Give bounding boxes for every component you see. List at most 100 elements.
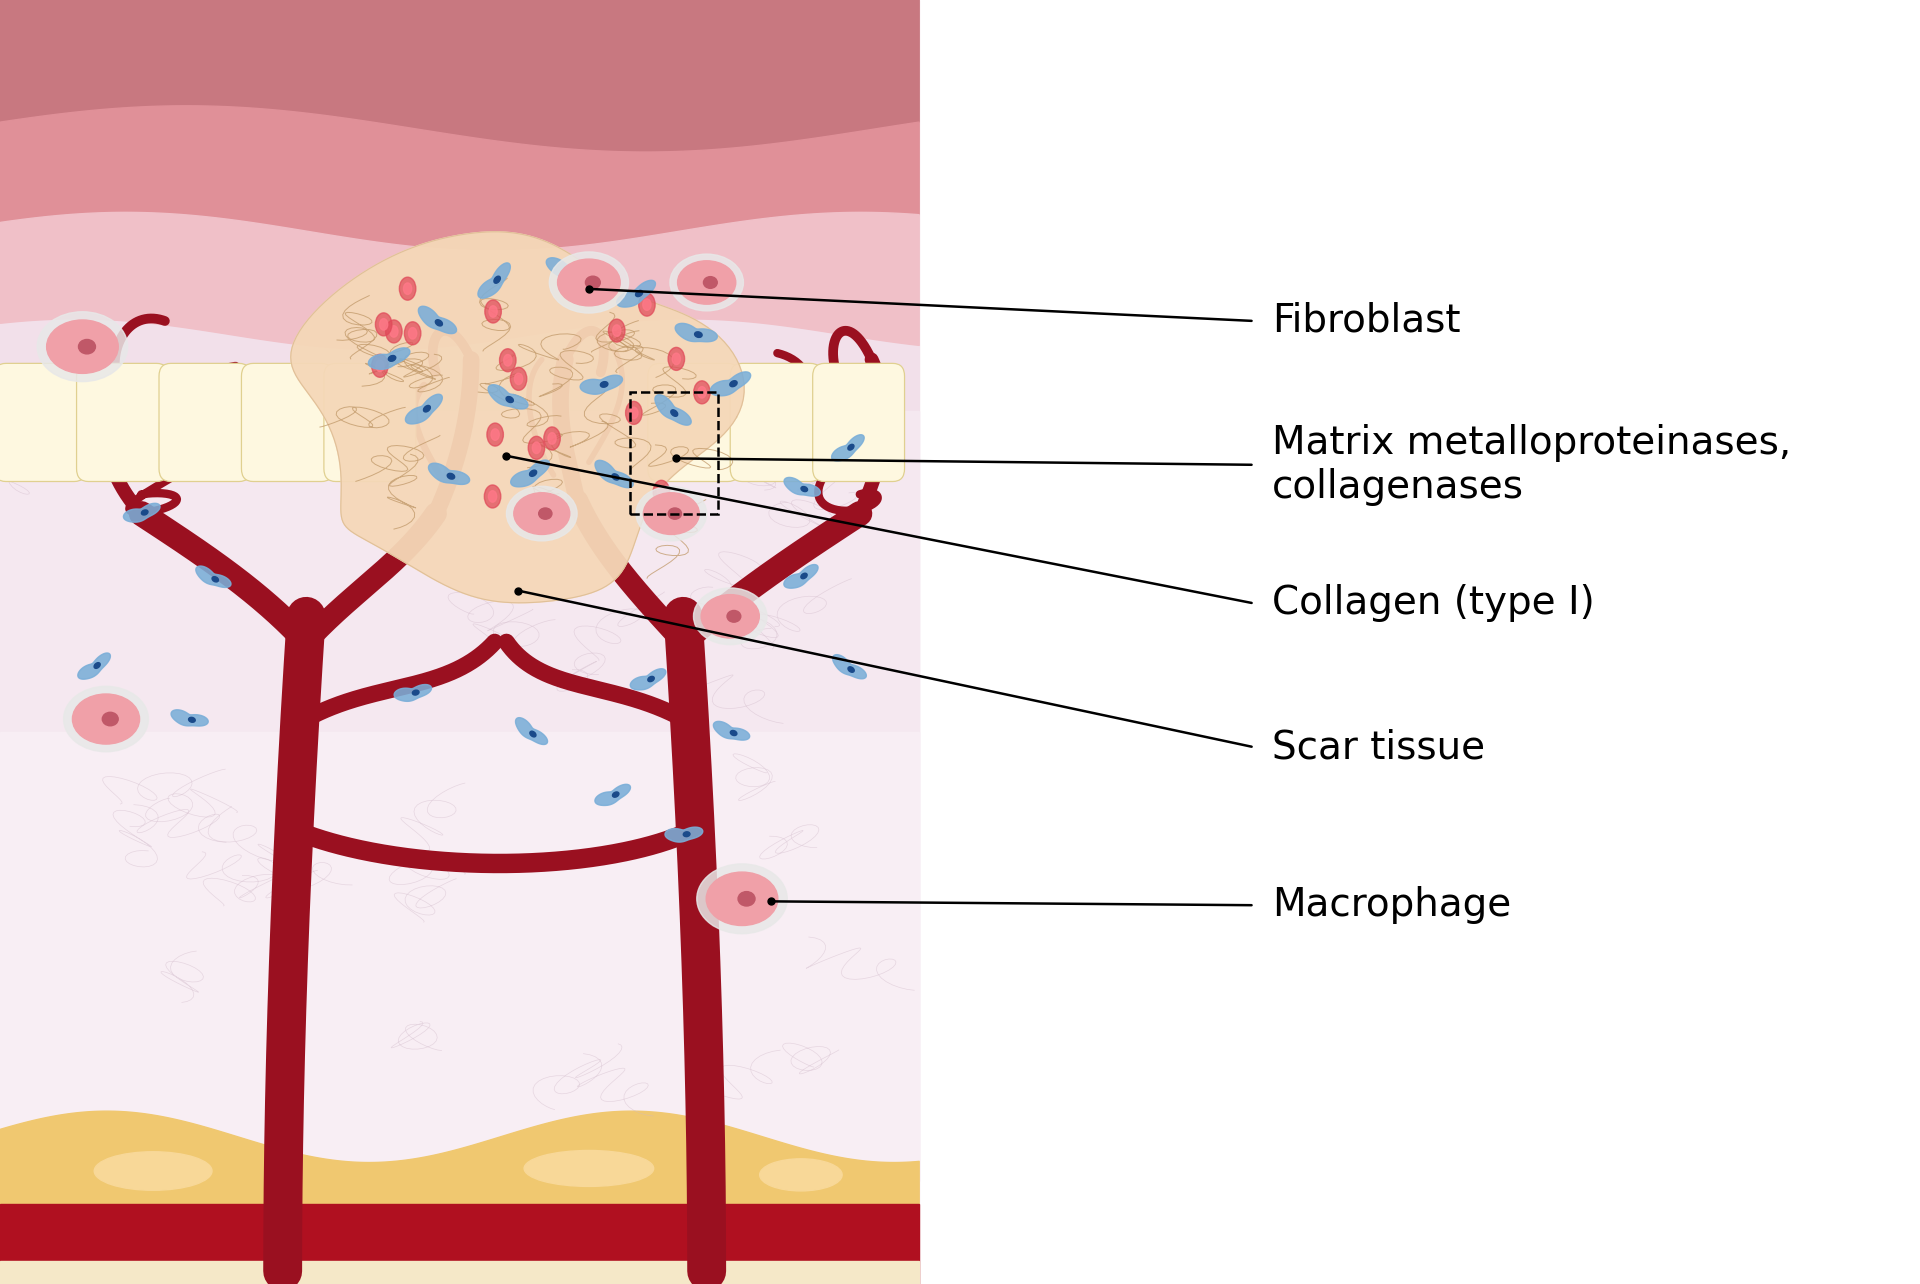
Bar: [0, 411, 918, 1181]
Polygon shape: [428, 464, 470, 484]
Ellipse shape: [528, 437, 545, 460]
Ellipse shape: [409, 327, 417, 339]
Text: Scar tissue: Scar tissue: [1273, 728, 1486, 767]
Ellipse shape: [492, 429, 499, 440]
Ellipse shape: [586, 276, 601, 289]
Ellipse shape: [601, 381, 609, 388]
Ellipse shape: [376, 313, 392, 336]
Ellipse shape: [380, 318, 388, 330]
Ellipse shape: [63, 686, 148, 751]
Text: Collagen (type I): Collagen (type I): [1273, 584, 1596, 623]
Ellipse shape: [386, 320, 401, 343]
Ellipse shape: [557, 259, 620, 306]
Ellipse shape: [670, 410, 678, 416]
FancyBboxPatch shape: [647, 363, 739, 482]
Polygon shape: [710, 372, 751, 395]
Ellipse shape: [801, 487, 808, 492]
Polygon shape: [123, 503, 159, 523]
Ellipse shape: [532, 442, 541, 453]
Ellipse shape: [503, 354, 513, 366]
Ellipse shape: [524, 1150, 653, 1186]
Ellipse shape: [730, 381, 737, 386]
Polygon shape: [580, 375, 622, 394]
Ellipse shape: [697, 386, 707, 398]
Ellipse shape: [612, 792, 618, 797]
Ellipse shape: [728, 610, 741, 623]
Ellipse shape: [94, 1152, 211, 1190]
Polygon shape: [516, 718, 547, 745]
Polygon shape: [171, 710, 207, 725]
Ellipse shape: [657, 487, 666, 497]
Polygon shape: [616, 280, 655, 307]
Ellipse shape: [636, 487, 707, 541]
Polygon shape: [655, 394, 691, 425]
Ellipse shape: [707, 872, 778, 926]
Ellipse shape: [142, 510, 148, 515]
Bar: [0, 0, 918, 1284]
FancyBboxPatch shape: [324, 363, 417, 482]
FancyBboxPatch shape: [159, 363, 252, 482]
Bar: [0, 732, 918, 1181]
Ellipse shape: [612, 325, 620, 336]
Polygon shape: [196, 566, 230, 588]
Ellipse shape: [511, 367, 526, 390]
Ellipse shape: [507, 487, 578, 541]
Polygon shape: [290, 232, 745, 602]
Ellipse shape: [695, 331, 703, 338]
Ellipse shape: [488, 490, 497, 502]
Ellipse shape: [399, 277, 417, 300]
Ellipse shape: [801, 573, 806, 579]
Ellipse shape: [493, 276, 501, 284]
Ellipse shape: [760, 1158, 843, 1192]
Ellipse shape: [670, 254, 743, 311]
Ellipse shape: [678, 261, 735, 304]
Ellipse shape: [609, 320, 626, 342]
Ellipse shape: [102, 713, 119, 725]
Ellipse shape: [447, 474, 455, 479]
Ellipse shape: [211, 577, 219, 582]
FancyBboxPatch shape: [0, 363, 86, 482]
Ellipse shape: [436, 320, 442, 326]
Ellipse shape: [697, 864, 787, 933]
Ellipse shape: [376, 360, 384, 371]
Polygon shape: [783, 565, 818, 588]
Ellipse shape: [424, 406, 430, 412]
FancyBboxPatch shape: [812, 363, 904, 482]
Polygon shape: [630, 669, 666, 690]
Text: Macrophage: Macrophage: [1273, 886, 1511, 924]
Ellipse shape: [636, 290, 643, 297]
Ellipse shape: [730, 731, 737, 736]
Ellipse shape: [79, 339, 96, 354]
Ellipse shape: [668, 508, 682, 519]
Ellipse shape: [543, 426, 561, 449]
Ellipse shape: [643, 299, 651, 311]
Ellipse shape: [390, 326, 397, 338]
Text: Fibroblast: Fibroblast: [1273, 302, 1461, 340]
Ellipse shape: [515, 374, 522, 385]
Ellipse shape: [630, 407, 637, 419]
FancyBboxPatch shape: [77, 363, 169, 482]
FancyBboxPatch shape: [242, 363, 334, 482]
Polygon shape: [783, 478, 820, 496]
Text: Matrix metalloproteinases,
collagenases: Matrix metalloproteinases, collagenases: [1273, 424, 1791, 506]
Ellipse shape: [486, 300, 501, 324]
Ellipse shape: [413, 690, 419, 695]
Ellipse shape: [564, 268, 572, 273]
Ellipse shape: [405, 322, 420, 345]
Polygon shape: [478, 263, 511, 298]
Ellipse shape: [737, 891, 755, 907]
Polygon shape: [595, 785, 630, 805]
Polygon shape: [79, 654, 109, 679]
Ellipse shape: [388, 356, 396, 361]
Ellipse shape: [684, 832, 689, 837]
Ellipse shape: [499, 349, 516, 372]
Ellipse shape: [668, 348, 685, 370]
Ellipse shape: [73, 693, 140, 745]
Bar: [0, 1261, 918, 1284]
Polygon shape: [405, 394, 442, 424]
Ellipse shape: [507, 397, 513, 402]
Ellipse shape: [549, 252, 628, 313]
Ellipse shape: [647, 677, 655, 682]
Polygon shape: [676, 324, 718, 342]
Ellipse shape: [515, 493, 570, 534]
